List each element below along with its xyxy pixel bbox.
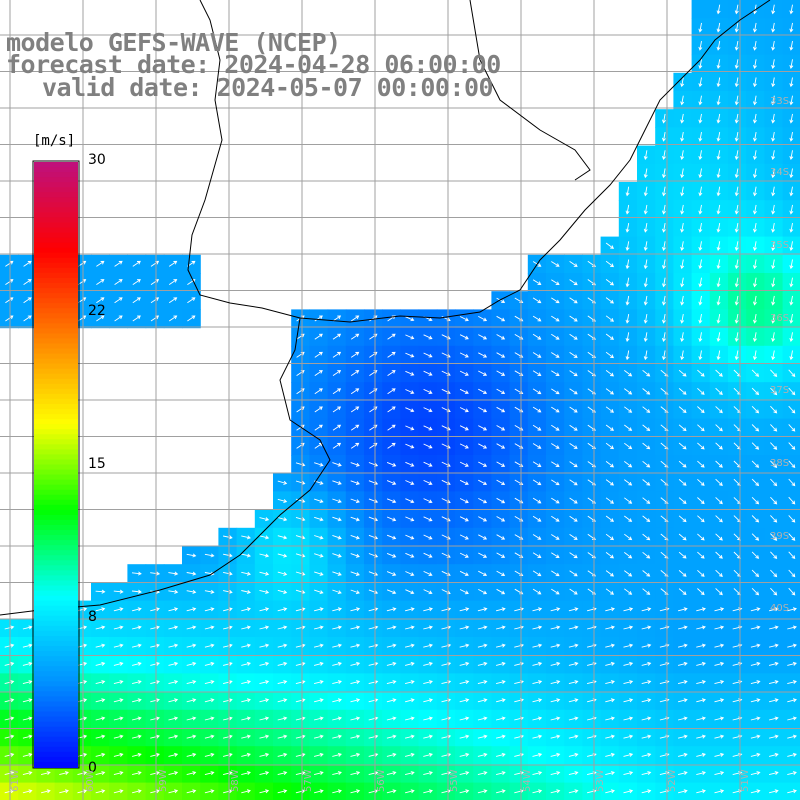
lon-label-52w: 52W	[667, 769, 678, 792]
field-cell	[783, 419, 800, 438]
lon-label-51w: 51W	[740, 769, 751, 792]
lat-label-34s: 34S	[770, 167, 789, 178]
field-cell	[783, 546, 800, 565]
field-cell	[783, 564, 800, 583]
colorbar-tick-15: 15	[88, 456, 106, 472]
lon-label-58w: 58W	[230, 769, 241, 792]
lon-label-55w: 55W	[449, 769, 460, 792]
field-cell	[783, 510, 800, 529]
colorbar-tick-30: 30	[88, 152, 106, 168]
colorbar	[34, 162, 78, 768]
lon-label-57w: 57W	[303, 769, 314, 792]
lon-label-54w: 54W	[522, 769, 533, 792]
lat-label-36s: 36S	[770, 313, 789, 324]
field-cell	[783, 400, 800, 419]
field-cell	[783, 783, 800, 800]
lat-label-40s: 40S	[770, 603, 789, 614]
lon-label-61w: 61W	[10, 769, 21, 792]
field-cell	[783, 491, 800, 510]
valid-date: valid date: 2024-05-07 00:00:00	[42, 75, 493, 100]
lat-label-35s: 35S	[770, 240, 789, 251]
field-cell	[783, 364, 800, 383]
field-cell	[783, 473, 800, 492]
colorbar-step	[34, 762, 78, 768]
lat-label-33s: 33S	[770, 96, 789, 107]
lon-label-53w: 53W	[595, 769, 606, 792]
colorbar-unit: [m/s]	[33, 133, 75, 149]
lon-label-60w: 60W	[85, 769, 96, 792]
lon-label-59w: 59W	[158, 769, 169, 792]
lat-label-38s: 38S	[770, 458, 789, 469]
field-cell	[783, 437, 800, 456]
lat-label-39s: 39S	[770, 531, 789, 542]
field-cell	[692, 0, 711, 19]
colorbar-tick-22: 22	[88, 303, 106, 319]
colorbar-tick-8: 8	[88, 609, 97, 625]
lat-label-37s: 37S	[770, 385, 789, 396]
field-cell	[783, 582, 800, 601]
lon-label-56w: 56W	[376, 769, 387, 792]
